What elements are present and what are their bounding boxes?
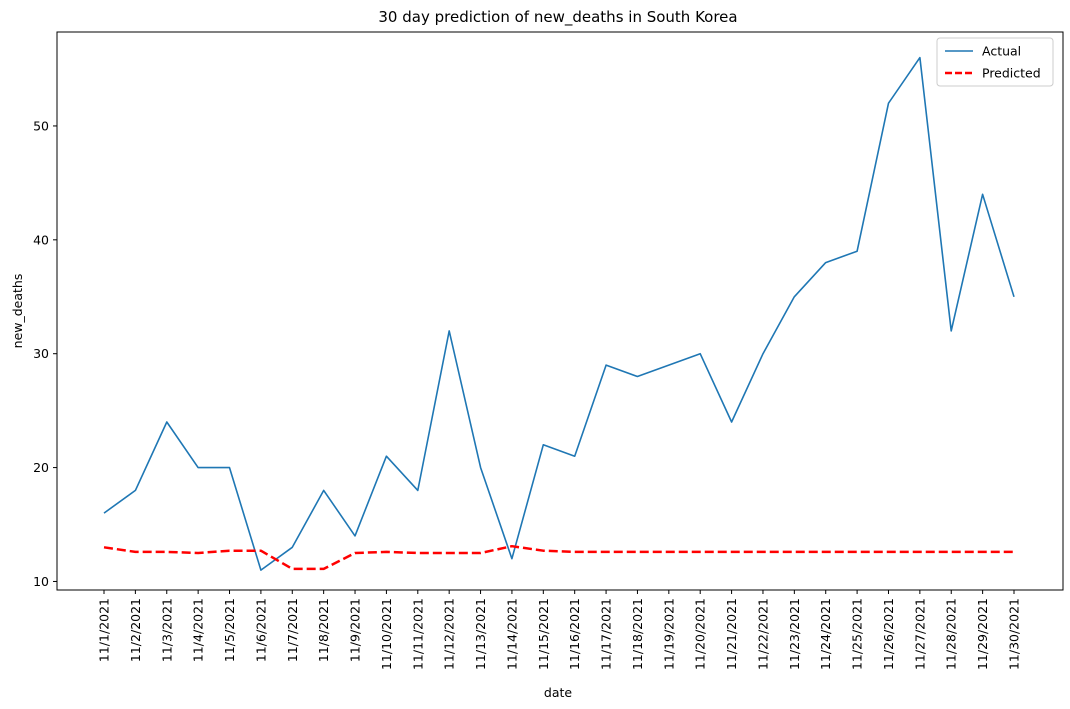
x-tick-label: 11/21/2021 xyxy=(724,598,739,670)
series-line-predicted xyxy=(103,544,1014,571)
x-tick-label: 11/26/2021 xyxy=(881,598,896,670)
x-tick-label: 11/24/2021 xyxy=(818,598,833,670)
chart-title: 30 day prediction of new_deaths in South… xyxy=(378,8,737,27)
x-tick-label: 11/7/2021 xyxy=(285,598,300,662)
plot-area xyxy=(56,31,1064,591)
x-tick-label: 11/19/2021 xyxy=(661,598,676,670)
x-tick-label: 11/29/2021 xyxy=(975,598,990,670)
x-tick-label: 11/13/2021 xyxy=(473,598,488,670)
y-axis-label: new_deaths xyxy=(10,274,25,349)
x-tick-label: 11/12/2021 xyxy=(442,598,457,670)
x-tick-label: 11/15/2021 xyxy=(536,598,551,670)
x-axis-label: date xyxy=(544,685,572,700)
y-axis: 10 20 30 40 50 xyxy=(33,118,57,589)
x-tick-label: 11/27/2021 xyxy=(912,598,927,670)
x-tick-label: 11/5/2021 xyxy=(222,598,237,662)
series-layer xyxy=(103,56,1015,571)
legend: Actual Predicted xyxy=(936,37,1054,87)
y-tick-label: 30 xyxy=(33,346,49,361)
x-tick-label: 11/28/2021 xyxy=(944,598,959,670)
x-tick-label: 11/22/2021 xyxy=(756,598,771,670)
x-tick-label: 11/4/2021 xyxy=(191,598,206,662)
x-tick-label: 11/10/2021 xyxy=(379,598,394,670)
legend-label-actual: Actual xyxy=(982,44,1021,59)
x-tick-label: 11/17/2021 xyxy=(599,598,614,670)
x-tick-label: 11/14/2021 xyxy=(504,598,519,670)
x-tick-label: 11/30/2021 xyxy=(1007,598,1022,670)
x-tick-label: 11/25/2021 xyxy=(850,598,865,670)
x-tick-label: 11/8/2021 xyxy=(316,598,331,662)
y-tick-label: 50 xyxy=(33,118,49,133)
y-tick-label: 10 xyxy=(33,574,49,589)
x-tick-label: 11/20/2021 xyxy=(693,598,708,670)
x-tick-label: 11/11/2021 xyxy=(410,598,425,670)
x-tick-label: 11/1/2021 xyxy=(97,598,112,662)
x-tick-label: 11/23/2021 xyxy=(787,598,802,670)
legend-label-predicted: Predicted xyxy=(982,66,1041,81)
x-tick-label: 11/6/2021 xyxy=(253,598,268,662)
x-tick-label: 11/2/2021 xyxy=(128,598,143,662)
x-axis: 11/1/2021 11/2/2021 11/3/2021 11/4/2021 11/5… xyxy=(97,590,1022,670)
x-tick-label: 11/3/2021 xyxy=(159,598,174,662)
y-tick-label: 20 xyxy=(33,460,49,475)
x-tick-label: 11/18/2021 xyxy=(630,598,645,670)
x-tick-label: 11/16/2021 xyxy=(567,598,582,670)
x-tick-label: 11/9/2021 xyxy=(348,598,363,662)
y-tick-label: 40 xyxy=(33,232,49,247)
series-line-actual xyxy=(103,56,1015,571)
